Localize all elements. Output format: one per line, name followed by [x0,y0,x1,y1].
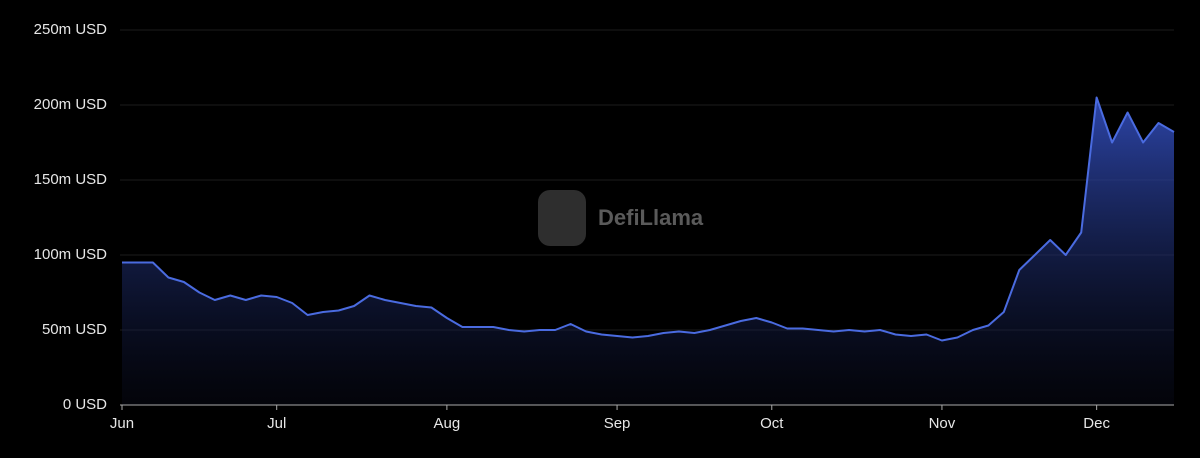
x-tick-label: Dec [1083,415,1110,432]
y-tick-label: 250m USD [34,21,108,38]
y-tick-label: 0 USD [63,396,107,413]
watermark-text: DefiLlama [598,205,704,230]
x-tick-label: Sep [604,415,631,432]
x-tick-label: Jul [267,415,286,432]
x-tick-label: Nov [929,415,956,432]
y-tick-label: 100m USD [34,246,108,263]
x-tick-label: Oct [760,415,784,432]
area-line [122,96,1175,342]
area-fill [122,97,1174,405]
watermark: DefiLlama [538,190,704,246]
y-tick-label: 50m USD [42,321,107,338]
y-tick-label: 150m USD [34,171,108,188]
y-tick-label: 200m USD [34,96,108,113]
x-tick-label: Jun [110,415,134,432]
watermark-logo [538,190,586,246]
x-tick-label: Aug [434,415,461,432]
